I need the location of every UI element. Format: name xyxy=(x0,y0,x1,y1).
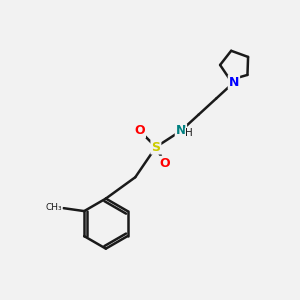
Text: N: N xyxy=(229,76,239,89)
Text: H: H xyxy=(185,128,193,138)
Text: O: O xyxy=(134,124,145,137)
Text: S: S xyxy=(152,141,160,154)
Text: N: N xyxy=(176,124,186,137)
Text: CH₃: CH₃ xyxy=(46,203,62,212)
Text: O: O xyxy=(159,157,170,170)
